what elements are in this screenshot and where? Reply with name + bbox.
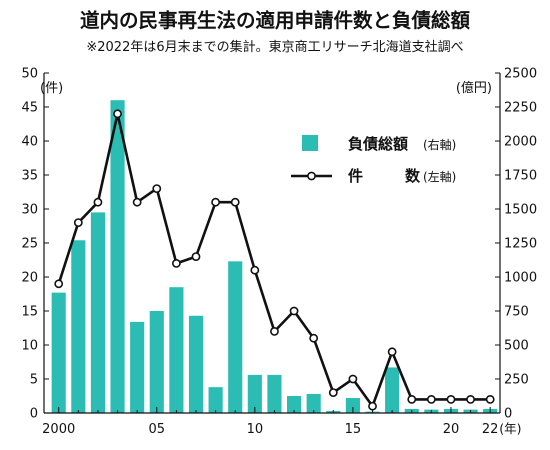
legend-note-debt: (右軸): [423, 137, 456, 152]
left-tick-label: 10: [21, 339, 38, 354]
x-axis-unit: (年): [499, 421, 521, 436]
bar: [306, 393, 321, 413]
left-tick-label: 40: [21, 135, 38, 150]
bar: [247, 374, 262, 413]
right-tick-label: 0: [504, 407, 512, 422]
x-tick-label: 2000: [42, 422, 75, 437]
bar: [287, 396, 302, 413]
x-tick-label: 22: [482, 422, 499, 437]
bar: [208, 387, 223, 413]
x-tick-label: 20: [443, 422, 460, 437]
count-point: [309, 333, 319, 343]
right-tick-label: 250: [504, 373, 529, 388]
count-point: [387, 347, 397, 357]
right-tick-label: 750: [504, 305, 529, 320]
left-tick-label: 45: [21, 101, 38, 116]
count-point: [485, 394, 495, 404]
legend-marker-count: [307, 171, 316, 181]
bar: [267, 374, 282, 413]
legend-note-count: (左軸): [423, 169, 456, 184]
chart-title: 道内の民事再生法の適用申請件数と負債総額: [80, 9, 471, 32]
count-point: [73, 218, 83, 227]
count-point: [132, 197, 142, 207]
bar: [169, 287, 184, 413]
right-tick-label: 2000: [504, 135, 537, 150]
bar: [110, 100, 125, 413]
left-tick-label: 5: [30, 373, 38, 388]
right-tick-label: 1750: [504, 169, 537, 184]
x-tick-label: 15: [345, 422, 362, 437]
count-point: [113, 109, 122, 119]
right-tick-label: 1250: [504, 237, 537, 252]
right-tick-label: 2500: [504, 67, 537, 82]
legend-swatch-debt: [302, 135, 318, 151]
count-point: [171, 258, 181, 268]
count-point: [191, 252, 201, 261]
bar: [345, 398, 360, 413]
right-axis-unit: (億円): [456, 80, 492, 96]
chart-subtitle: ※2022年は6月末までの集計。東京商工リサーチ北海道支社調べ: [86, 39, 463, 55]
left-axis-unit: (件): [40, 81, 63, 96]
left-tick-label: 30: [21, 203, 38, 218]
legend: 負債総額 (右軸) 件 数 (左軸): [291, 135, 456, 185]
legend-label-count-2: 数: [405, 167, 421, 185]
bar: [51, 292, 66, 413]
left-tick-label: 0: [30, 407, 38, 422]
right-tick-label: 1500: [504, 203, 537, 218]
bar: [228, 261, 243, 413]
legend-label-debt: 負債総額: [348, 135, 408, 153]
bar: [188, 315, 204, 413]
count-point: [152, 184, 162, 193]
count-point: [93, 197, 103, 207]
right-tick-label: 1000: [504, 271, 537, 286]
count-point: [54, 279, 64, 289]
left-tick-label: 50: [21, 67, 38, 82]
count-point: [211, 197, 221, 207]
count-point: [446, 394, 456, 404]
left-tick-label: 20: [21, 271, 38, 286]
axes: 0510152025303540455002505007501000125015…: [21, 67, 537, 438]
left-tick-label: 25: [21, 237, 38, 252]
count-point: [407, 394, 417, 404]
left-tick-label: 35: [21, 169, 38, 184]
count-point: [466, 394, 475, 404]
right-tick-label: 2250: [504, 101, 537, 116]
x-tick-label: 10: [247, 422, 264, 437]
bar: [130, 321, 145, 413]
line-series-count: [54, 109, 495, 411]
count-point: [230, 197, 240, 207]
count-point: [328, 388, 338, 397]
x-tick-label: 05: [149, 422, 166, 437]
left-tick-label: 15: [21, 305, 38, 320]
bar: [71, 240, 86, 413]
bar: [385, 367, 400, 413]
count-point: [426, 394, 436, 404]
bar: [149, 311, 164, 413]
count-point: [348, 374, 358, 384]
bar-series-debt: [51, 100, 498, 413]
bar: [90, 212, 105, 413]
right-tick-label: 500: [504, 339, 529, 354]
legend-label-count-1: 件: [348, 167, 363, 185]
count-point: [289, 306, 299, 316]
count-point: [270, 326, 279, 336]
count-point: [250, 265, 260, 275]
count-point: [368, 401, 377, 411]
